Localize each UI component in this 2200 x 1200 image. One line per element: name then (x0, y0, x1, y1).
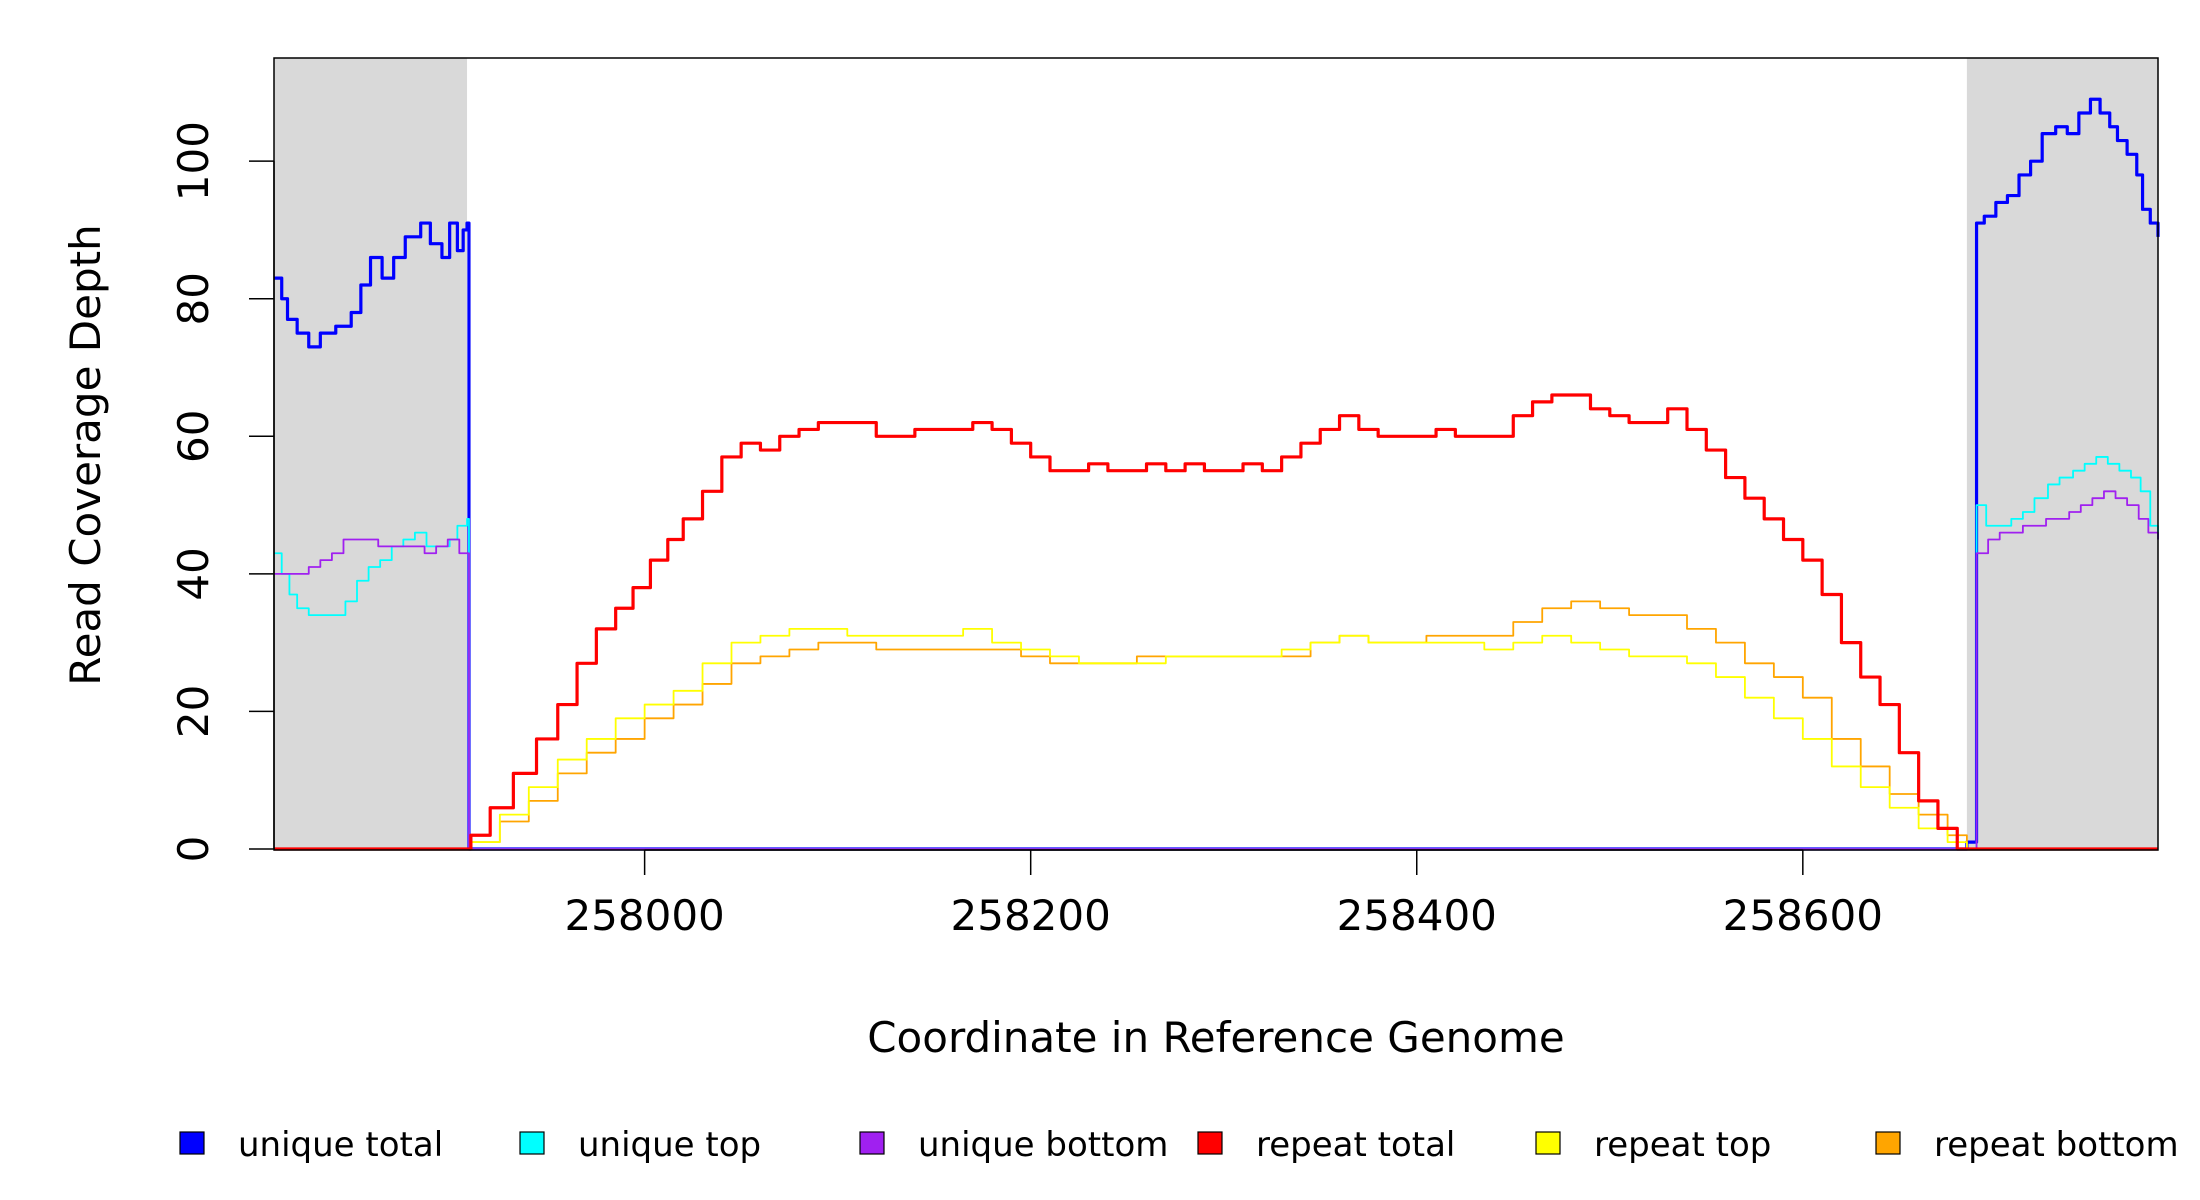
legend-label: repeat bottom (1934, 1125, 2179, 1165)
x-tick-label: 258000 (564, 891, 724, 940)
series-line-unique-bottom (274, 490, 2159, 850)
legend-label: repeat total (1256, 1125, 1455, 1165)
legend-item-unique-total: unique total (179, 1125, 443, 1165)
legend-label: unique total (238, 1125, 443, 1165)
y-tick-label: 0 (169, 836, 218, 863)
legend-swatch (179, 1131, 205, 1155)
legend-swatch (1197, 1131, 1223, 1155)
y-axis: 0 20 40 60 80 100 (169, 121, 275, 863)
legend-swatch (859, 1131, 885, 1155)
legend-item-unique-bottom: unique bottom (859, 1125, 1168, 1165)
legend-item-repeat-total: repeat total (1197, 1125, 1455, 1165)
shaded-region (274, 58, 468, 850)
legend-item-repeat-top: repeat top (1535, 1125, 1771, 1165)
y-tick-label: 60 (169, 410, 218, 463)
legend-label: unique top (578, 1125, 761, 1165)
y-axis-label: Read Coverage Depth (61, 224, 110, 685)
x-axis: 258000 258200 258400 258600 (564, 849, 1883, 940)
x-tick-label: 258600 (1723, 891, 1883, 940)
legend-swatch (1535, 1131, 1561, 1155)
x-tick-label: 258400 (1337, 891, 1497, 940)
y-tick-label: 80 (169, 272, 218, 325)
series-line-unique-top (274, 456, 2159, 850)
legend-item-unique-top: unique top (519, 1125, 761, 1165)
legend-label: unique bottom (918, 1125, 1168, 1165)
shaded-region (1966, 58, 2158, 850)
legend-swatch (519, 1131, 545, 1155)
legend-label: repeat top (1594, 1125, 1771, 1165)
y-tick-label: 40 (169, 547, 218, 600)
series-line-repeat-top (274, 628, 2158, 850)
legend: unique total unique top unique bottom repea… (179, 1125, 2179, 1165)
x-axis-label: Coordinate in Reference Genome (867, 1013, 1565, 1062)
series-lines (274, 97, 2160, 851)
legend-swatch (1875, 1131, 1901, 1155)
shaded-regions (274, 58, 2158, 850)
x-tick-label: 258200 (951, 891, 1111, 940)
y-tick-label: 100 (169, 121, 218, 201)
legend-item-repeat-bottom: repeat bottom (1875, 1125, 2179, 1165)
series-line-repeat-total (274, 393, 2158, 851)
y-tick-label: 20 (169, 685, 218, 738)
